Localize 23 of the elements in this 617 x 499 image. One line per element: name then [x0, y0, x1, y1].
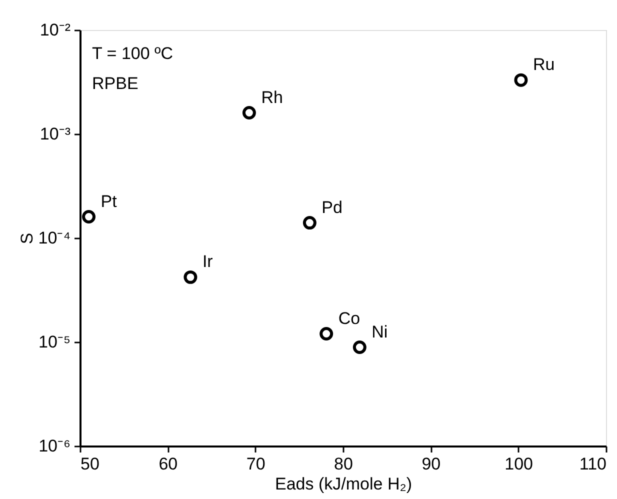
x-tick-label: 100 — [504, 454, 534, 474]
x-tick-label: 90 — [422, 454, 441, 474]
x-tick-label: 110 — [579, 454, 606, 474]
series-label: Ir — [202, 252, 214, 272]
x-tick-label: 60 — [158, 454, 178, 474]
annotation: RPBE — [92, 74, 138, 93]
y-tick-label: 10⁻³ — [40, 124, 71, 144]
series-label: Pt — [100, 192, 118, 211]
y-tick-label: 10⁻⁶ — [38, 436, 70, 456]
x-tick-label: 70 — [246, 454, 266, 474]
series-label: Co — [338, 308, 360, 328]
x-tick-label: 50 — [80, 454, 100, 474]
y-tick-label: 10⁻⁴ — [38, 228, 70, 248]
x-axis-title: Eads (kJ/mole H₂) — [275, 474, 412, 494]
series-label: Ru — [532, 55, 555, 74]
y-tick-label: 10⁻⁵ — [38, 332, 70, 352]
series-label: Ni — [372, 322, 388, 342]
series-label: Rh — [261, 88, 283, 107]
y-axis-title: S — [17, 232, 36, 244]
y-tick-label: 10⁻² — [40, 20, 71, 40]
x-tick-label: 80 — [334, 454, 353, 474]
series-label: Pd — [322, 198, 342, 217]
annotation: T = 100 ºC — [92, 44, 174, 63]
